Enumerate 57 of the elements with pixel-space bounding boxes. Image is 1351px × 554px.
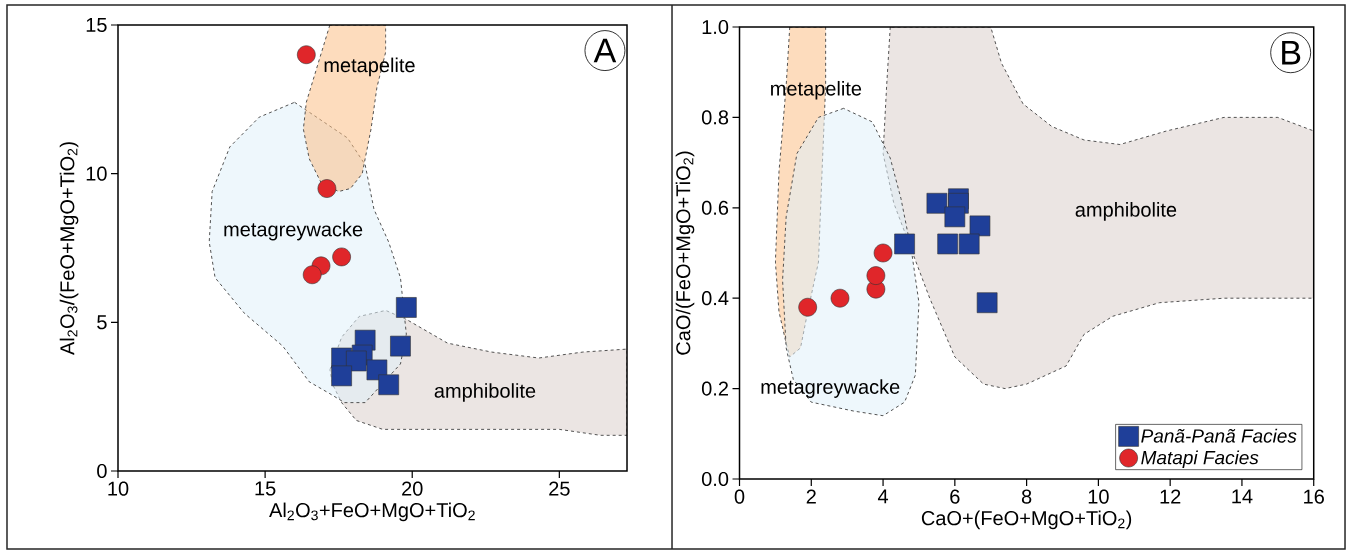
y-tick-label: 0.6 xyxy=(701,200,729,215)
x-tick-label: 10 xyxy=(108,481,129,496)
x-tick-label: 6 xyxy=(950,489,960,504)
point xyxy=(976,292,998,314)
x-tick-label: 0 xyxy=(734,489,745,504)
point xyxy=(944,206,966,228)
y-axis-title: CaO/(FeO+MgO+TiO$_{2}$) xyxy=(675,151,695,355)
y-tick-label: 0.0 xyxy=(701,471,729,487)
x-tick-label: 25 xyxy=(549,481,570,496)
annotation: metapelite xyxy=(771,80,862,100)
point xyxy=(331,365,352,387)
x-tick-label: 10 xyxy=(1088,489,1109,504)
x-tick-label: 15 xyxy=(255,481,276,496)
legend-label: Matapi Facies xyxy=(1141,450,1259,469)
point xyxy=(958,233,980,255)
annotation: amphibolite xyxy=(434,383,536,402)
point xyxy=(894,233,915,255)
point xyxy=(302,265,322,285)
point xyxy=(390,335,411,357)
annotation: amphibolite xyxy=(1075,202,1177,221)
point xyxy=(937,233,958,255)
y-tick-label: 0.2 xyxy=(701,381,728,396)
annotation: B xyxy=(1282,41,1301,65)
point xyxy=(346,350,367,372)
point xyxy=(830,288,850,308)
point xyxy=(332,247,351,267)
point xyxy=(798,297,817,317)
x-axis-title: Al$_{2}$O$_{3}$+FeO+MgO+TiO$_{2}$ xyxy=(269,502,475,522)
x-axis-title: CaO+(FeO+MgO+TiO$_{2}$) xyxy=(921,510,1132,530)
point xyxy=(317,179,337,198)
x-tick-label: 8 xyxy=(1021,489,1032,504)
point xyxy=(969,215,991,237)
y-tick-label: 5 xyxy=(97,315,107,330)
y-tick-label: 0.4 xyxy=(701,291,729,306)
x-tick-label: 4 xyxy=(877,489,889,504)
point xyxy=(396,297,417,318)
annotation: A xyxy=(593,38,617,63)
x-tick-label: 16 xyxy=(1304,489,1324,504)
annotation: metagreywacke xyxy=(224,221,363,241)
y-tick-label: 0.8 xyxy=(701,110,729,125)
x-tick-label: 12 xyxy=(1160,489,1181,504)
point xyxy=(926,192,948,214)
y-tick-label: 1.0 xyxy=(702,19,729,35)
point xyxy=(378,374,399,396)
annotation: metapelite xyxy=(324,57,415,77)
annotation: metagreywacke xyxy=(761,379,900,398)
x-tick-label: 14 xyxy=(1232,489,1253,504)
y-axis-title: Al$_{2}$O$_{3}$/(FeO+MgO+TiO$_{2}$) xyxy=(59,142,79,356)
point xyxy=(297,45,316,65)
x-tick-label: 20 xyxy=(402,481,423,496)
y-tick-label: 10 xyxy=(86,166,107,181)
y-tick-label: 0 xyxy=(97,463,107,479)
legend-label: Panã-Panã Facies xyxy=(1141,428,1297,443)
point xyxy=(873,243,893,263)
x-tick-label: 2 xyxy=(806,489,816,504)
y-tick-label: 15 xyxy=(86,18,107,32)
point xyxy=(866,266,886,285)
